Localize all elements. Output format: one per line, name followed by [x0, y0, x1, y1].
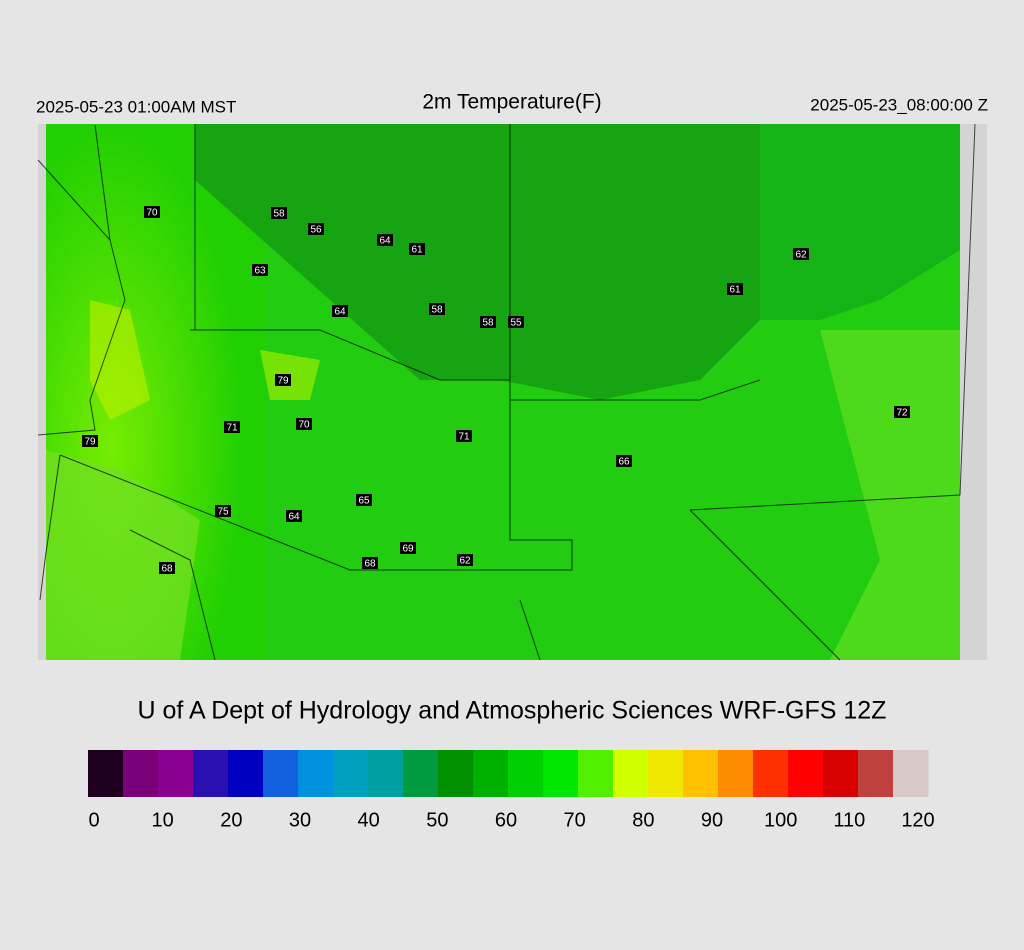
station-temp: 68: [161, 564, 173, 575]
colorbar-swatch: [333, 750, 369, 797]
colorbar-swatch: [648, 750, 684, 797]
station-box: [275, 374, 291, 386]
colorbar-swatch: [613, 750, 649, 797]
colorbar-tick-label: 70: [564, 809, 586, 831]
colorbar-swatch: [578, 750, 614, 797]
station-box: [793, 248, 809, 260]
colorbar-tick-label: 30: [289, 809, 311, 831]
station-temp: 79: [84, 437, 96, 448]
station-temp: 56: [310, 225, 322, 236]
station-box: [456, 430, 472, 442]
colorbar-swatch: [88, 750, 124, 797]
station-temp: 68: [364, 559, 376, 570]
colorbar-tick-label: 120: [901, 809, 934, 831]
station-temp: 69: [402, 544, 414, 555]
colorbar-swatch: [893, 750, 929, 797]
colorbar-tick-label: 80: [632, 809, 654, 831]
colorbar-swatch: [858, 750, 894, 797]
station-box: [616, 455, 632, 467]
station-temp: 70: [146, 208, 158, 219]
station-box: [224, 421, 240, 433]
colorbar-tick-label: 100: [764, 809, 797, 831]
station-temp: 64: [379, 236, 391, 247]
station-temp: 58: [482, 318, 494, 329]
colorbar-tick-label: 0: [88, 809, 99, 831]
station-box: [215, 505, 231, 517]
station-box: [82, 435, 98, 447]
station-box: [252, 264, 268, 276]
colorbar-tick-label: 110: [833, 809, 865, 831]
station-temp: 71: [458, 432, 470, 443]
colorbar-swatch: [403, 750, 439, 797]
station-labels: 70 58 56 64 61 63 64 58 58 55 79 79 71 70 71 75 64 65 68 69…: [82, 206, 910, 575]
colorbar-swatch: [158, 750, 194, 797]
colorbar-tick-label: 10: [152, 809, 174, 831]
station-temp: 61: [411, 245, 423, 256]
colorbar-swatch: [368, 750, 404, 797]
colorbar-swatch: [683, 750, 719, 797]
colorbar: 0 10 20 30 40 50 60 70 80 90 100 110 120: [88, 750, 935, 831]
chart-title: 2m Temperature(F): [422, 91, 601, 114]
station-temp: 58: [273, 209, 285, 220]
credit: U of A Dept of Hydrology and Atmospheric…: [138, 697, 887, 725]
colorbar-swatch: [123, 750, 159, 797]
colorbar-swatch: [228, 750, 264, 797]
colorbar-tick-label: 60: [495, 809, 517, 831]
station-box: [332, 305, 348, 317]
colorbar-tick-label: 40: [358, 809, 380, 831]
station-temp: 72: [896, 408, 908, 419]
map: [37, 123, 987, 661]
station-temp: 55: [510, 318, 522, 329]
station-box: [159, 562, 175, 574]
station-box: [308, 223, 324, 235]
colorbar-swatch: [508, 750, 544, 797]
station-box: [356, 494, 372, 506]
station-box: [362, 557, 378, 569]
station-box: [400, 542, 416, 554]
station-temp: 63: [254, 266, 266, 277]
station-box: [508, 316, 524, 328]
colorbar-swatch: [543, 750, 579, 797]
station-box: [377, 234, 393, 246]
station-box: [144, 206, 160, 218]
colorbar-swatch: [753, 750, 789, 797]
station-temp: 70: [298, 420, 310, 431]
colorbar-tick-label: 20: [220, 809, 242, 831]
station-temp: 64: [288, 512, 300, 523]
station-temp: 64: [334, 307, 346, 318]
station-box: [480, 316, 496, 328]
colorbar-swatch: [823, 750, 859, 797]
station-box: [296, 418, 312, 430]
station-temp: 61: [729, 285, 741, 296]
station-temp: 62: [459, 556, 471, 567]
colorbar-swatch: [438, 750, 474, 797]
station-temp: 79: [277, 376, 289, 387]
colorbar-swatch: [718, 750, 754, 797]
valid-utc-time: 2025-05-23_08:00:00 Z: [810, 95, 988, 114]
colorbar-swatch: [263, 750, 299, 797]
station-temp: 71: [226, 423, 238, 434]
colorbar-swatch: [788, 750, 824, 797]
station-temp: 65: [358, 496, 370, 507]
station-box: [894, 406, 910, 418]
valid-local-time: 2025-05-23 01:00AM MST: [36, 97, 236, 116]
station-box: [727, 283, 743, 295]
colorbar-swatch: [193, 750, 229, 797]
station-temp: 66: [618, 457, 630, 468]
station-box: [457, 554, 473, 566]
station-box: [286, 510, 302, 522]
colorbar-tick-label: 90: [701, 809, 723, 831]
station-temp: 75: [217, 507, 229, 518]
station-temp: 58: [431, 305, 443, 316]
station-box: [271, 207, 287, 219]
station-box: [409, 243, 425, 255]
station-temp: 62: [795, 250, 807, 261]
colorbar-tick-label: 50: [426, 809, 448, 831]
colorbar-swatch: [298, 750, 334, 797]
station-box: [429, 303, 445, 315]
colorbar-swatch: [473, 750, 509, 797]
